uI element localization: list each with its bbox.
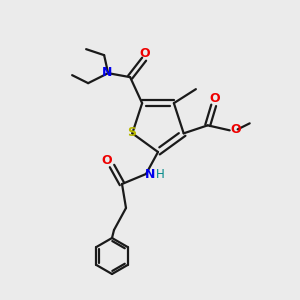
- Text: O: O: [140, 47, 150, 60]
- Text: N: N: [145, 169, 155, 182]
- Text: S: S: [127, 126, 136, 139]
- Text: N: N: [102, 66, 112, 79]
- Text: O: O: [102, 154, 112, 166]
- Text: O: O: [209, 92, 220, 105]
- Text: O: O: [230, 123, 241, 136]
- Text: H: H: [156, 169, 164, 182]
